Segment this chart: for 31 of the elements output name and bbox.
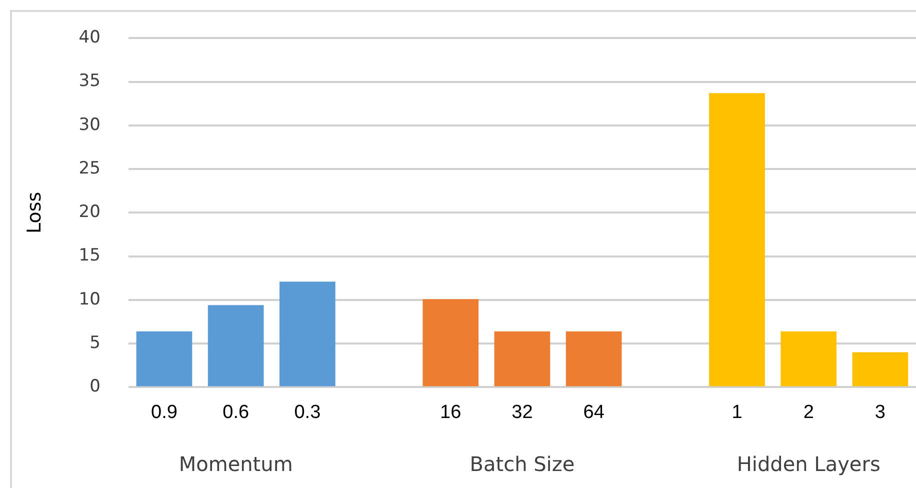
text: Batch Size <box>470 452 575 476</box>
x-tick-label: 16 <box>440 402 462 423</box>
x-tick-label: 64 <box>583 402 605 423</box>
bar <box>709 93 765 386</box>
x-tick-label: 32 <box>512 402 533 423</box>
x-tick-label: 0.6 <box>222 402 250 423</box>
y-tick-label: 30 <box>78 114 100 135</box>
bar <box>780 331 837 386</box>
x-tick-label: 0.9 <box>151 402 178 423</box>
bar <box>566 331 622 386</box>
x-tick-label: 2 <box>803 402 814 423</box>
text: Momentum <box>178 452 293 476</box>
x-tick-label: 3 <box>874 402 886 423</box>
bar <box>852 352 908 386</box>
y-tick-label: 5 <box>90 332 100 353</box>
y-tick-label: 40 <box>78 28 100 48</box>
y-tick-label: 10 <box>78 289 100 310</box>
y-tick-label: 0 <box>90 376 100 397</box>
text: Hidden Layers <box>736 452 880 476</box>
x-tick-label: 0.3 <box>294 402 321 423</box>
bar <box>208 305 264 386</box>
y-axis-title: Loss <box>23 192 46 234</box>
bar <box>280 282 336 386</box>
bar <box>422 299 479 386</box>
x-tick-label: 1 <box>732 402 742 423</box>
y-tick-label: 25 <box>78 158 100 178</box>
bar <box>494 331 550 386</box>
y-tick-label: 35 <box>78 71 100 92</box>
y-tick-label: 15 <box>78 246 100 266</box>
bar <box>136 331 192 386</box>
y-tick-label: 20 <box>78 202 100 222</box>
